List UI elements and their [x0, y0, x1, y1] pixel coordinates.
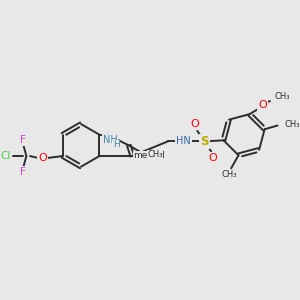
Text: CH₃: CH₃: [274, 92, 290, 101]
Text: F: F: [20, 167, 26, 177]
Text: HN: HN: [176, 136, 191, 146]
Text: methyl: methyl: [134, 151, 165, 160]
Text: CH₃: CH₃: [148, 150, 163, 159]
Text: CH₃: CH₃: [284, 120, 300, 129]
Text: H: H: [113, 140, 120, 149]
Text: CH₃: CH₃: [221, 170, 237, 179]
Text: NH: NH: [103, 135, 117, 145]
Text: O: O: [258, 100, 267, 110]
Text: O: O: [38, 153, 47, 163]
Text: F: F: [20, 135, 26, 145]
Text: S: S: [200, 135, 209, 148]
Text: Cl: Cl: [1, 151, 11, 161]
Text: O: O: [208, 153, 217, 163]
Text: O: O: [190, 119, 199, 129]
